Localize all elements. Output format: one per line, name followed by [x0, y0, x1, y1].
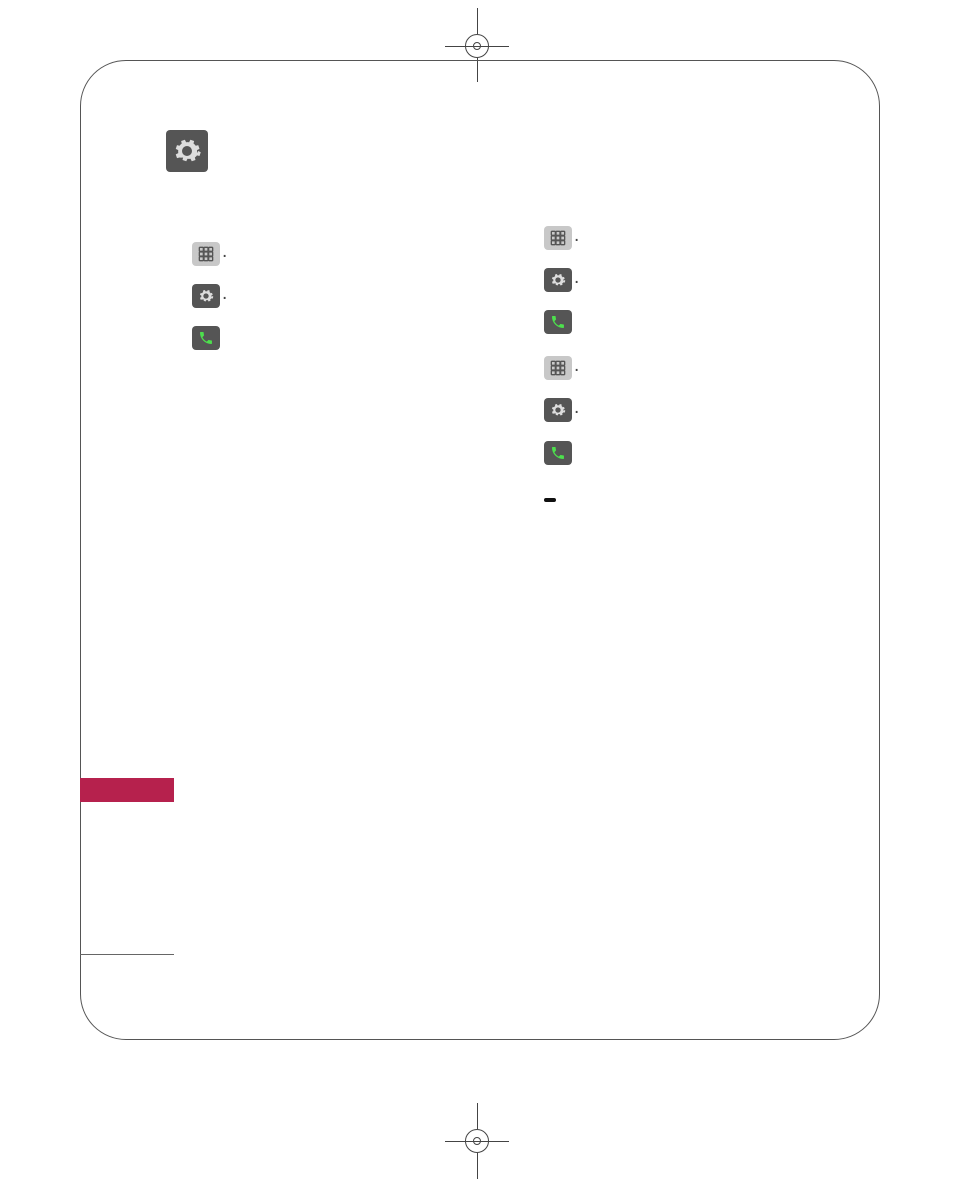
- chapter-header: [166, 130, 220, 172]
- period: .: [222, 283, 227, 304]
- column-left: . .: [190, 222, 508, 521]
- column-right: . . .: [542, 222, 860, 521]
- ok-button-icon: [544, 498, 556, 502]
- settings-gear-icon: [192, 284, 220, 308]
- settings-gear-icon: [544, 268, 572, 292]
- page-frame: [80, 60, 880, 1040]
- body-columns: . .: [190, 222, 860, 521]
- period: .: [574, 355, 579, 376]
- period: .: [574, 267, 579, 288]
- s6-step1: .: [542, 222, 860, 250]
- menu-grid-icon: [192, 242, 220, 266]
- menu-grid-icon: [544, 226, 572, 250]
- call-phone-icon: [544, 441, 572, 465]
- s7-step2: .: [542, 394, 860, 422]
- manual-page: . .: [0, 0, 954, 1123]
- period: .: [574, 397, 579, 418]
- period: .: [574, 225, 579, 246]
- s7-step1: .: [542, 352, 860, 380]
- s7-step4: [542, 479, 860, 507]
- s7-step3: [542, 437, 860, 465]
- settings-gear-icon: [544, 398, 572, 422]
- period: .: [222, 241, 227, 262]
- s5-step1: .: [190, 238, 508, 266]
- menu-grid-icon: [544, 356, 572, 380]
- s6-step3: [542, 306, 860, 334]
- settings-gear-icon: [166, 130, 208, 172]
- side-tab-bar: [80, 778, 174, 802]
- s5-step3: [190, 322, 508, 350]
- s6-step2: .: [542, 264, 860, 292]
- call-phone-icon: [544, 310, 572, 334]
- side-tab-rule: [80, 954, 174, 955]
- call-phone-icon: [192, 326, 220, 350]
- s5-step2: .: [190, 280, 508, 308]
